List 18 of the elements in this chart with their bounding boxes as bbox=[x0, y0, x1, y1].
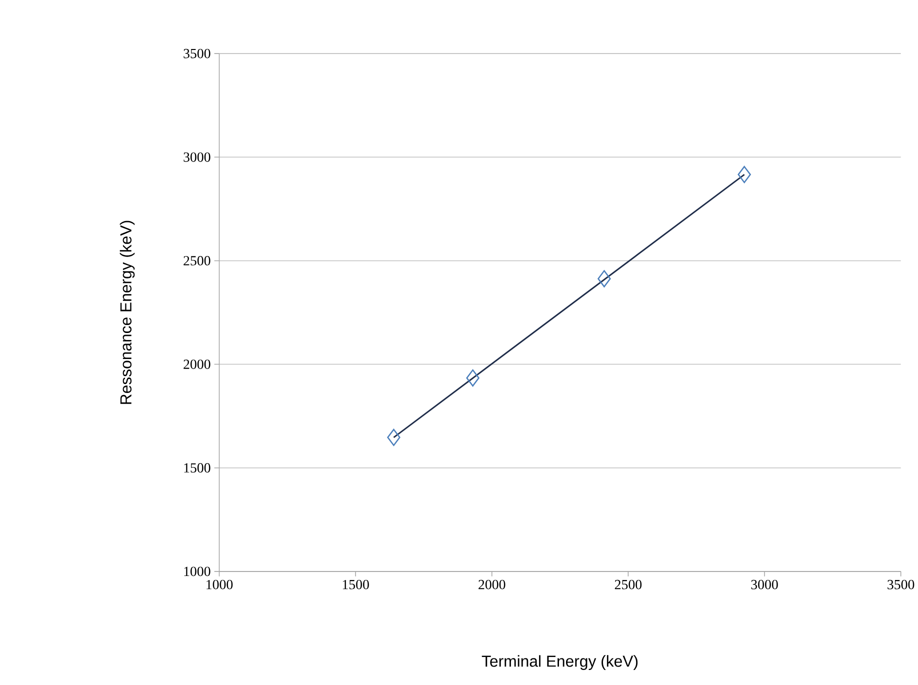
x-tick-label: 3000 bbox=[751, 580, 778, 590]
y-tick-label: 1500 bbox=[184, 463, 210, 473]
y-tick-label: 2500 bbox=[184, 256, 210, 266]
y-tick-label: 3500 bbox=[184, 49, 210, 58]
x-tick-label: 1500 bbox=[342, 580, 369, 590]
y-tick-label: 1000 bbox=[184, 566, 210, 576]
x-tick-label: 2000 bbox=[478, 580, 506, 590]
point bbox=[598, 270, 611, 288]
point bbox=[387, 429, 400, 446]
y-tick-label: 2000 bbox=[184, 360, 210, 370]
x-tick-label: 3500 bbox=[888, 580, 914, 590]
point bbox=[738, 166, 751, 184]
x-tick-label: 1000 bbox=[206, 580, 233, 590]
x-axis-title: Terminal Energy (keV) bbox=[482, 655, 638, 670]
x-tick-label: 2500 bbox=[614, 580, 642, 590]
point bbox=[466, 370, 480, 387]
y-axis-title: Ressonance Energy (keV) bbox=[120, 221, 135, 404]
y-tick-label: 3000 bbox=[184, 152, 210, 162]
